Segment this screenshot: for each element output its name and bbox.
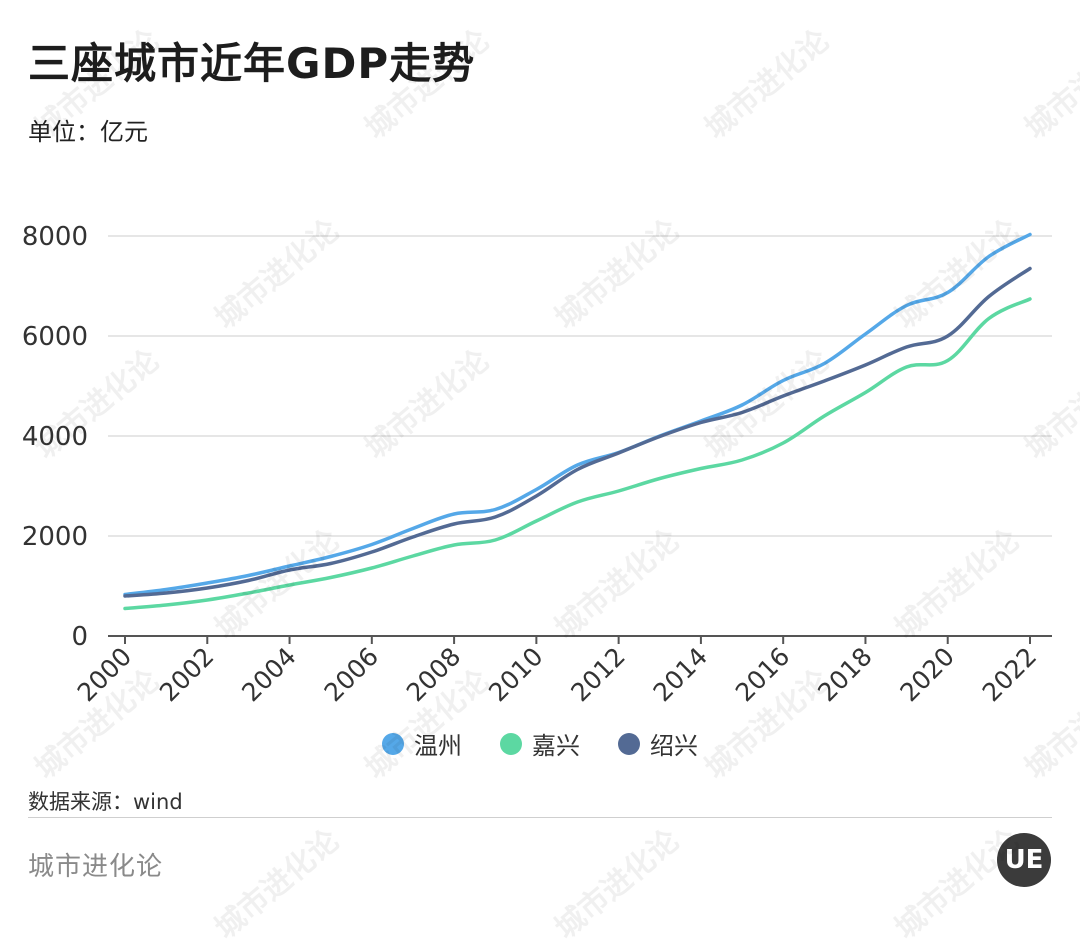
y-tick-label-0: 0 xyxy=(71,622,88,652)
legend-item-shaoxing: 绍兴 xyxy=(618,726,698,761)
x-tick-label-2004: 2004 xyxy=(236,642,301,707)
y-tick-label-8000: 8000 xyxy=(22,222,88,252)
series-line-wenzhou xyxy=(123,232,1032,597)
series-line-jiaxing xyxy=(123,297,1032,611)
x-tick-label-2010: 2010 xyxy=(483,642,548,707)
x-tick-label-2022: 2022 xyxy=(977,642,1042,707)
x-tick-label-2014: 2014 xyxy=(648,642,713,707)
legend-label-jiaxing: 嘉兴 xyxy=(532,732,580,760)
chart-title: 三座城市近年GDP走势 xyxy=(28,39,476,88)
y-tick-label-6000: 6000 xyxy=(22,322,88,352)
x-tick-label-2002: 2002 xyxy=(154,642,219,707)
x-tick-label-2006: 2006 xyxy=(319,642,384,707)
legend-item-jiaxing: 嘉兴 xyxy=(500,726,580,761)
legend-dot-jiaxing xyxy=(500,732,522,755)
data-source: 数据来源：wind xyxy=(28,790,183,814)
legend-label-wenzhou: 温州 xyxy=(414,732,462,760)
footer-divider xyxy=(28,817,1052,818)
legend-label-shaoxing: 绍兴 xyxy=(650,732,698,760)
unit-label: 单位：亿元 xyxy=(28,118,148,146)
x-tick-label-2020: 2020 xyxy=(894,642,959,707)
x-tick-label-2008: 2008 xyxy=(401,642,466,707)
legend: 温州 嘉兴 绍兴 xyxy=(0,726,1080,761)
legend-dot-shaoxing xyxy=(618,732,640,755)
y-tick-label-4000: 4000 xyxy=(22,422,88,452)
legend-item-wenzhou: 温州 xyxy=(382,726,462,761)
x-tick-label-2012: 2012 xyxy=(565,642,630,707)
series-line-shaoxing xyxy=(123,266,1032,598)
x-tick-label-2016: 2016 xyxy=(730,642,795,707)
brand-logo: UE xyxy=(997,833,1051,887)
legend-dot-wenzhou xyxy=(382,732,404,755)
y-tick-label-2000: 2000 xyxy=(22,522,88,552)
x-tick-label-2018: 2018 xyxy=(812,642,877,707)
brand-name: 城市进化论 xyxy=(28,852,164,882)
